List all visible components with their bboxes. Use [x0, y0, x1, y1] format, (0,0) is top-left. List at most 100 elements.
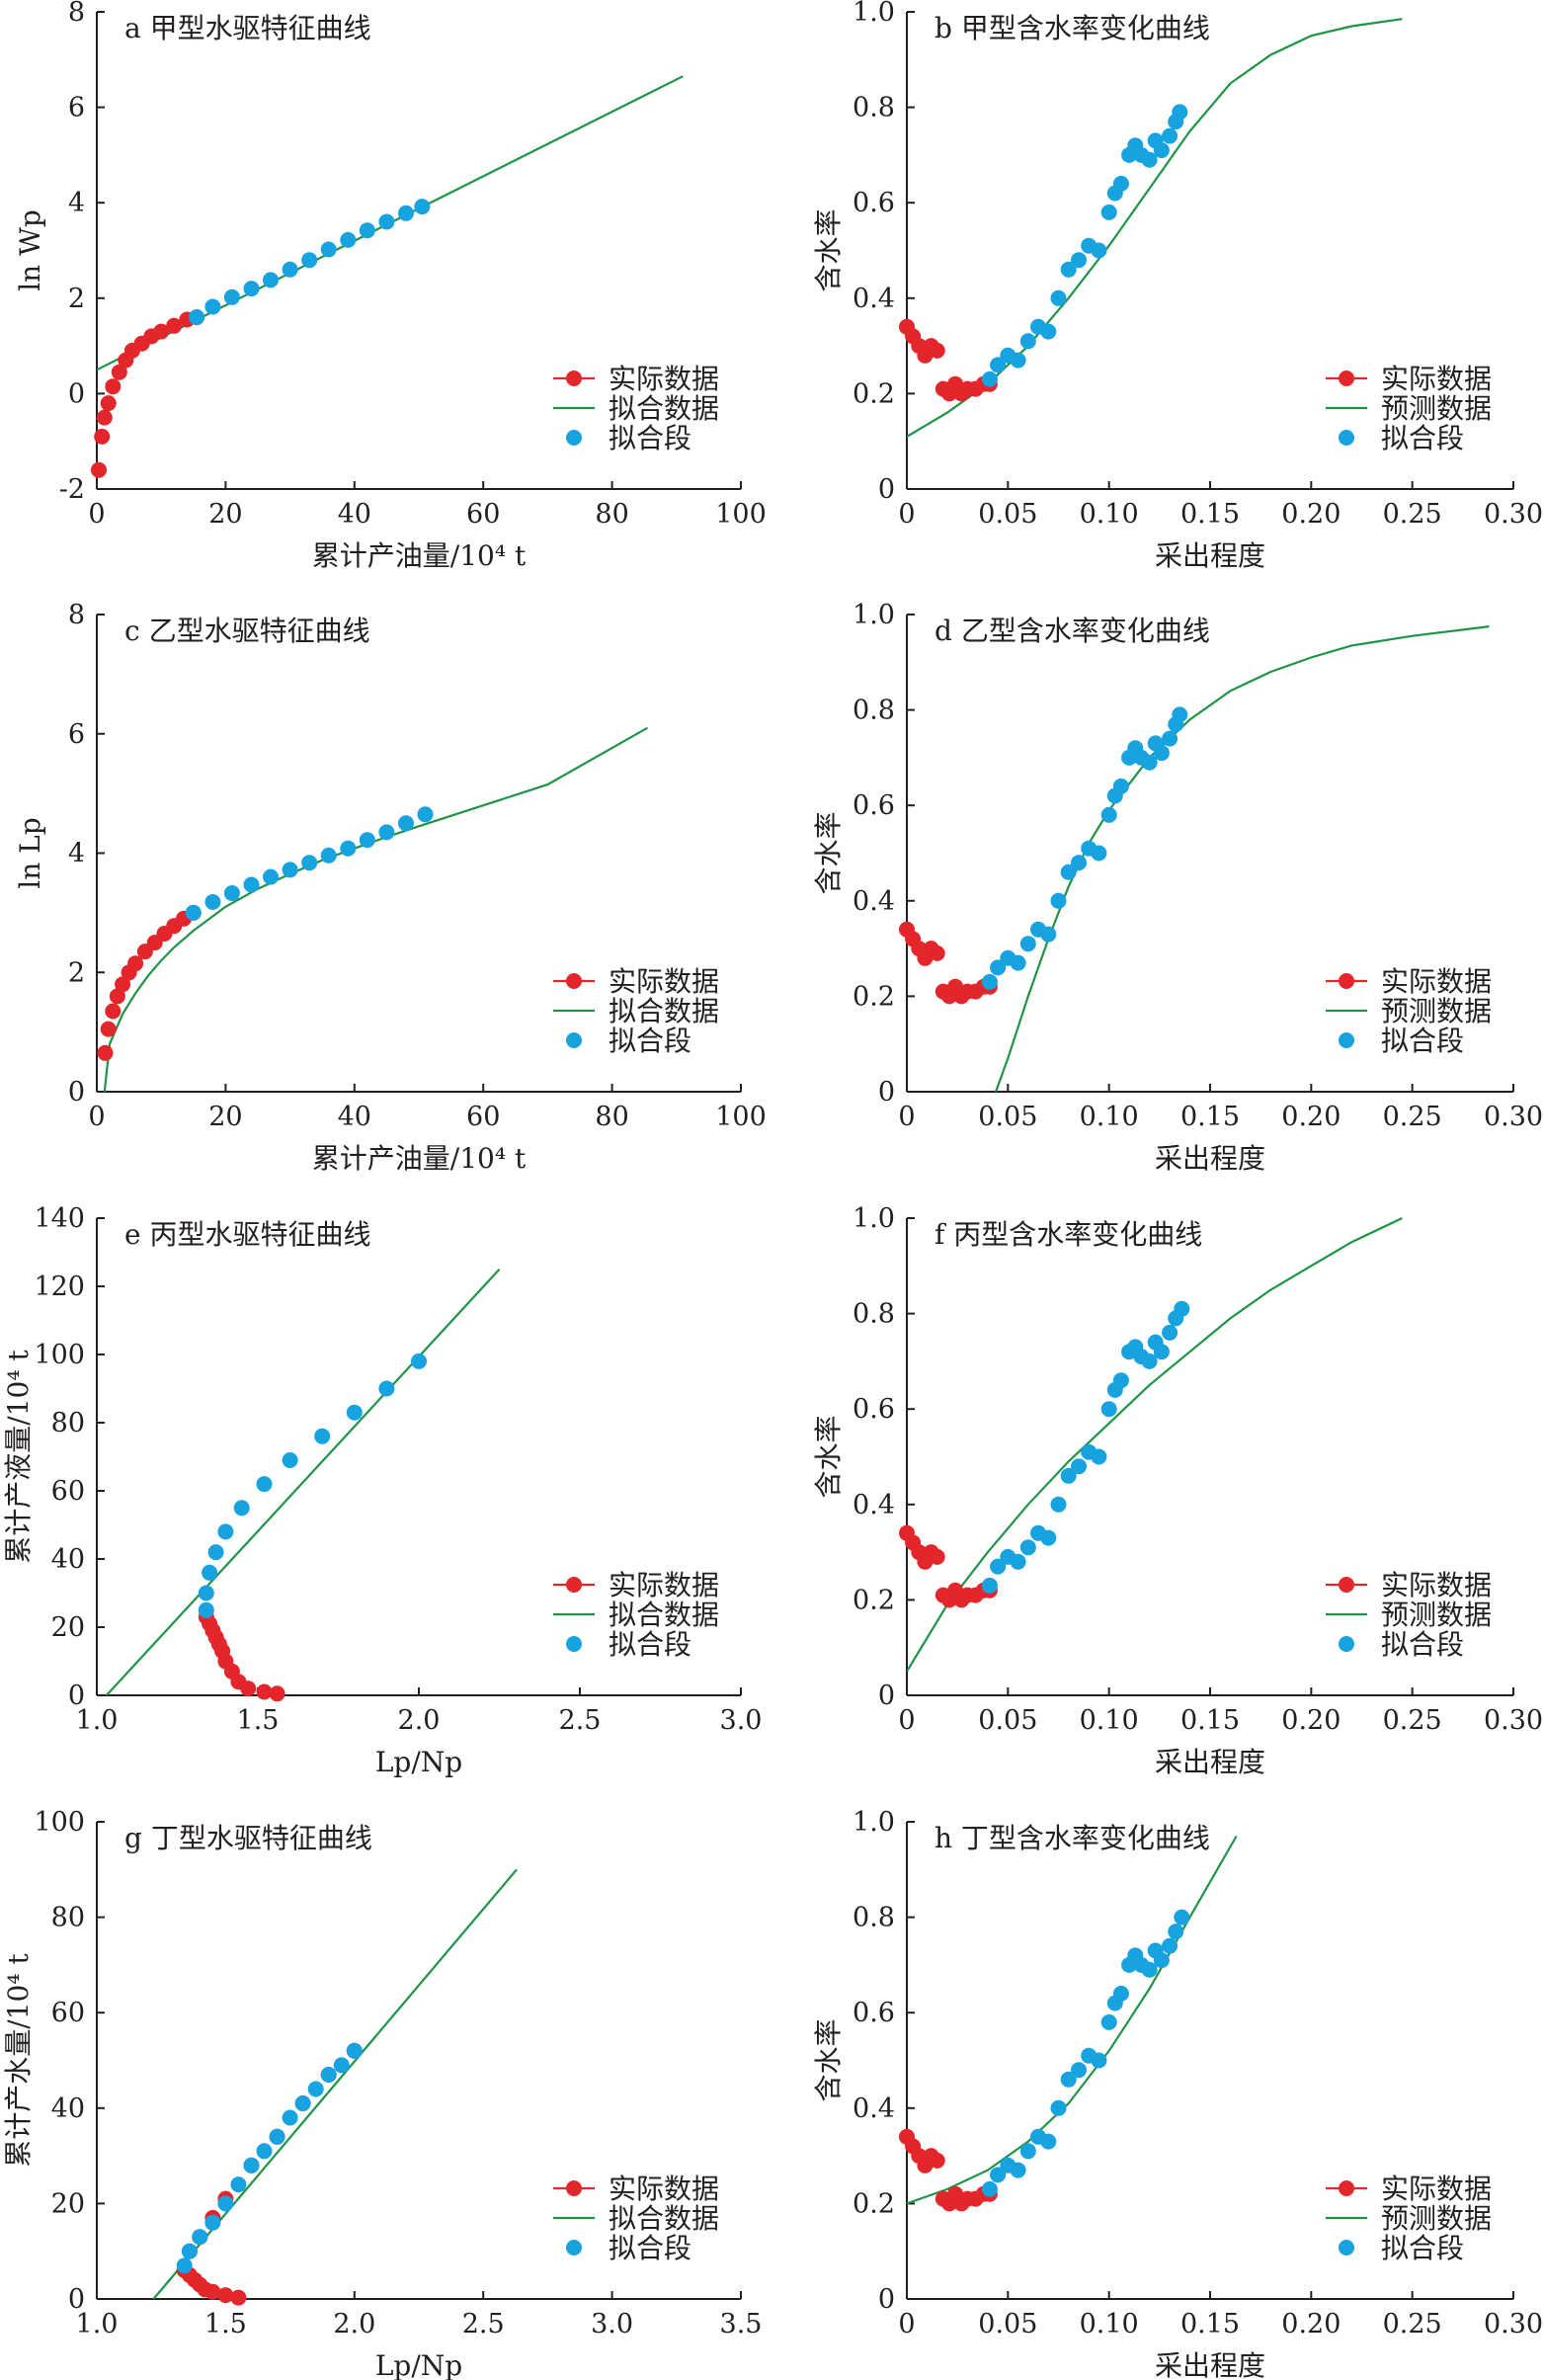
- x-tick-label: 0.05: [978, 1705, 1037, 1736]
- y-tick-label: 0.8: [853, 696, 895, 726]
- y-tick-label: 0.6: [853, 1998, 895, 2028]
- y-tick-label: 0: [878, 2284, 895, 2315]
- y-axis-label: 含水率: [812, 208, 845, 291]
- fit-segment-point: [1071, 855, 1087, 871]
- y-tick-label: 100: [34, 1807, 85, 1838]
- x-tick-label: 0.25: [1383, 1102, 1442, 1132]
- x-tick-label: 20: [208, 499, 242, 530]
- y-tick-label: 0.2: [853, 981, 895, 1012]
- y-tick-label: 6: [68, 93, 85, 123]
- fit-segment-point: [378, 1380, 395, 1397]
- legend-label: 拟合数据: [609, 995, 719, 1027]
- legend-marker-actual: [1339, 370, 1354, 386]
- x-tick-label: 0.05: [978, 2309, 1037, 2339]
- actual-data-point: [109, 988, 125, 1005]
- legend-label: 预测数据: [1381, 995, 1492, 1027]
- x-tick-label: 2.5: [559, 1705, 602, 1736]
- fit-segment-point: [1010, 352, 1026, 369]
- fit-segment-point: [1112, 175, 1129, 192]
- x-tick-label: 0: [898, 2309, 915, 2339]
- fit-segment-point: [1010, 954, 1026, 971]
- fit-segment-point: [243, 876, 260, 893]
- fit-segment-point: [301, 855, 318, 871]
- y-tick-label: 6: [68, 719, 85, 750]
- fit-segment-point: [1162, 1937, 1178, 1954]
- fit-segment-point: [198, 1601, 214, 1618]
- y-tick-label: 40: [51, 1544, 85, 1575]
- legend-marker-actual: [566, 2180, 582, 2196]
- y-tick-label: 0: [68, 378, 85, 409]
- fit-segment-point: [204, 2214, 221, 2231]
- y-axis-label: 累计产水量/10⁴ t: [2, 1953, 35, 2168]
- fit-segment-point: [198, 1585, 214, 1601]
- actual-data-point: [166, 317, 183, 334]
- y-tick-label: 60: [51, 1998, 85, 2028]
- y-tick-label: 20: [51, 1612, 85, 1643]
- legend-label: 拟合段: [609, 1628, 691, 1661]
- legend-label: 拟合段: [1381, 1025, 1464, 1057]
- legend-label: 拟合数据: [609, 2202, 719, 2235]
- legend-label: 实际数据: [609, 1569, 719, 1601]
- fit-segment-point: [990, 357, 1007, 373]
- x-axis-label: 累计产油量/10⁴ t: [312, 1142, 527, 1175]
- fit-segment-point: [202, 1564, 218, 1581]
- fit-segment-point: [263, 272, 279, 288]
- x-tick-label: 0.15: [1180, 1705, 1240, 1736]
- fit-segment-point: [990, 959, 1007, 976]
- fit-segment-point: [1091, 845, 1107, 862]
- y-tick-label: 80: [51, 1903, 85, 1933]
- x-tick-label: 0.05: [978, 499, 1037, 530]
- legend-marker-segment: [566, 430, 582, 446]
- chart-title: e 丙型水驱特征曲线: [124, 1218, 370, 1251]
- x-tick-label: 0.30: [1484, 499, 1543, 530]
- fit-segment-point: [1162, 730, 1178, 747]
- x-tick-label: 0.25: [1383, 2309, 1442, 2339]
- legend-marker-segment: [566, 2240, 582, 2256]
- fit-segment-point: [1071, 1458, 1087, 1475]
- fit-segment-point: [359, 832, 375, 849]
- fit-segment-point: [282, 1452, 298, 1468]
- y-tick-label: 0.4: [853, 2093, 895, 2124]
- legend-marker-segment: [1339, 430, 1354, 446]
- x-tick-label: 60: [466, 1102, 500, 1132]
- fit-segment-point: [256, 2143, 273, 2160]
- x-tick-label: 0.10: [1080, 1705, 1139, 1736]
- legend-label: 实际数据: [1381, 965, 1492, 998]
- actual-data-point: [217, 2287, 234, 2304]
- chart-panel-b: 0 0.05 0.10 0.15 0.20 0.25 0.30 0 0.2 0.4 0.6 0.8 1.…: [812, 0, 1543, 572]
- fit-segment-point: [1050, 892, 1067, 909]
- y-tick-label: 0.2: [853, 1585, 895, 1615]
- fit-segment-point: [1091, 2052, 1107, 2069]
- x-tick-label: 80: [595, 1102, 628, 1132]
- fit-segment-point: [981, 1577, 998, 1594]
- y-axis-label: ln Wp: [14, 209, 46, 291]
- fit-segment-point: [233, 1500, 250, 1517]
- x-tick-label: 0.20: [1281, 499, 1341, 530]
- fit-segment-point: [243, 2157, 260, 2174]
- chart-title: g 丁型水驱特征曲线: [124, 1822, 372, 1854]
- fit-segment-point: [981, 973, 998, 990]
- x-tick-label: 1.5: [237, 1705, 280, 1736]
- legend-marker-segment: [1339, 2240, 1354, 2256]
- y-tick-label: 0: [878, 1681, 895, 1711]
- fit-segment-point: [1019, 333, 1036, 350]
- legend-label: 预测数据: [1381, 1599, 1492, 1631]
- x-tick-label: 3.0: [720, 1705, 763, 1736]
- y-tick-label: 0.8: [853, 93, 895, 123]
- fit-segment-point: [1141, 151, 1158, 168]
- legend-marker-actual: [566, 973, 582, 989]
- fit-segment-point: [204, 894, 221, 910]
- y-tick-label: 0.4: [853, 284, 895, 314]
- chart-title: a 甲型水驱特征曲线: [124, 12, 371, 44]
- fit-segment-point: [185, 904, 202, 921]
- fit-segment-point: [320, 2067, 337, 2083]
- x-tick-label: 0.10: [1080, 2309, 1139, 2339]
- legend-marker-segment: [1339, 1032, 1354, 1048]
- legend-label: 拟合段: [609, 1025, 691, 1057]
- legend-label: 实际数据: [1381, 2173, 1492, 2205]
- fit-segment-point: [1060, 863, 1077, 880]
- x-tick-label: 0.25: [1383, 1705, 1442, 1736]
- chart-title: h 丁型含水率变化曲线: [935, 1822, 1210, 1854]
- chart-panel-d: 0 0.05 0.10 0.15 0.20 0.25 0.30 0 0.2 0.4 0.6 0.8 1.…: [812, 600, 1543, 1175]
